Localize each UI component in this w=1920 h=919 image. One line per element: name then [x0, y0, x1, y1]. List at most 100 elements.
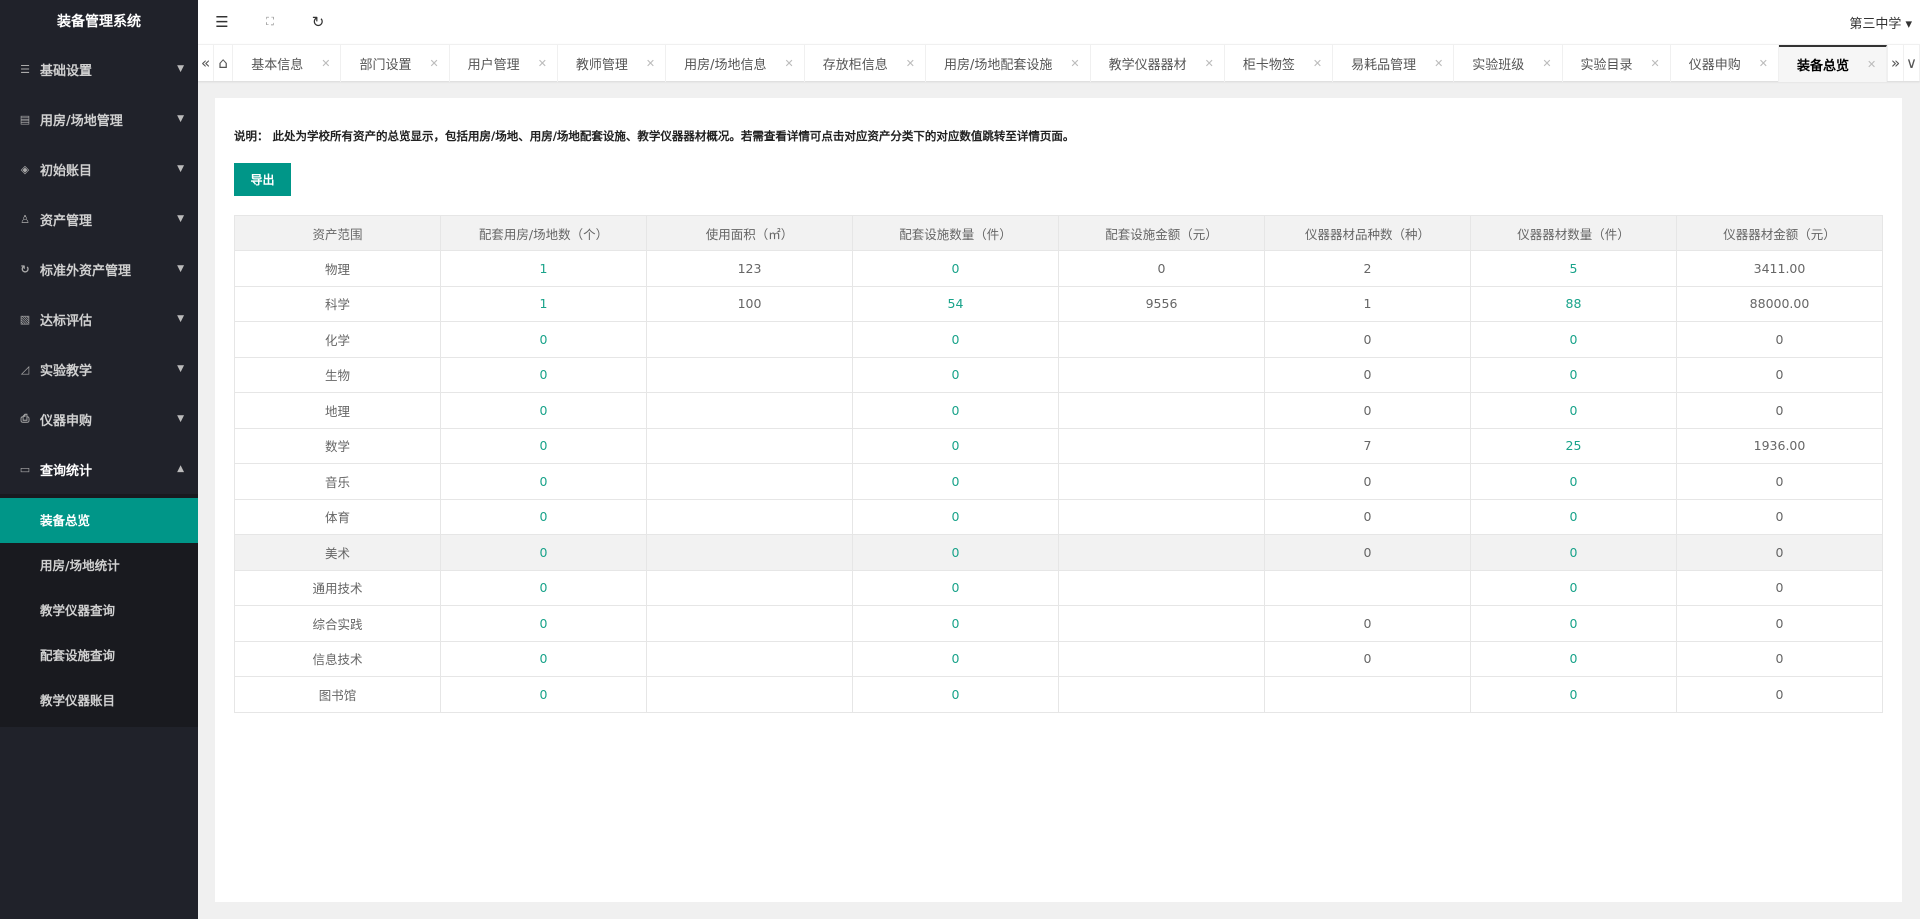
value-link[interactable]: 0: [951, 402, 960, 418]
value-link[interactable]: 0: [539, 509, 548, 525]
value-link[interactable]: 0: [951, 438, 960, 454]
sidebar-item[interactable]: ▭ 查询统计 ▲: [0, 444, 198, 494]
value-link[interactable]: 0: [1569, 615, 1578, 631]
close-icon[interactable]: ✕: [1070, 57, 1080, 70]
tab-menu-chevron-down-icon[interactable]: ∨: [1904, 45, 1920, 81]
value-link[interactable]: 0: [951, 686, 960, 702]
value-link[interactable]: 0: [951, 260, 960, 276]
value-link[interactable]: 0: [539, 331, 548, 347]
value-link[interactable]: 0: [539, 438, 548, 454]
tab[interactable]: 教学仪器器材 ✕: [1091, 45, 1225, 82]
value-link[interactable]: 0: [1569, 367, 1578, 383]
submenu-item[interactable]: 装备总览: [0, 498, 198, 543]
value-link[interactable]: 0: [951, 544, 960, 560]
value-link[interactable]: 0: [1569, 651, 1578, 667]
value-link[interactable]: 0: [1569, 473, 1578, 489]
close-icon[interactable]: ✕: [537, 57, 547, 70]
tab[interactable]: 易耗品管理 ✕: [1333, 45, 1455, 82]
value-link[interactable]: 0: [539, 615, 548, 631]
tab[interactable]: 装备总览 ✕: [1779, 45, 1888, 82]
value-link[interactable]: 0: [951, 367, 960, 383]
tab[interactable]: 部门设置 ✕: [341, 45, 450, 82]
value-link[interactable]: 0: [1569, 509, 1578, 525]
sidebar-item[interactable]: ▤ 用房/场地管理 ▼: [0, 94, 198, 144]
tab[interactable]: 用户管理 ✕: [450, 45, 558, 82]
close-icon[interactable]: ✕: [429, 57, 439, 70]
sidebar-item[interactable]: ↻ 标准外资产管理 ▼: [0, 244, 198, 294]
sidebar-item[interactable]: ⎙ 仪器申购 ▼: [0, 394, 198, 444]
value-link[interactable]: 25: [1565, 438, 1582, 454]
value-link[interactable]: 0: [539, 580, 548, 596]
value-link[interactable]: 0: [951, 651, 960, 667]
close-icon[interactable]: ✕: [784, 57, 794, 70]
value-link[interactable]: 0: [539, 544, 548, 560]
value-link[interactable]: 0: [539, 473, 548, 489]
submenu-item[interactable]: 教学仪器账目: [40, 693, 116, 708]
close-icon[interactable]: ✕: [1758, 57, 1768, 70]
table-row: 物理 1 123 0 0 2 5 3411.00: [234, 250, 1883, 287]
value-link[interactable]: 0: [1569, 544, 1578, 560]
tab[interactable]: 仪器申购 ✕: [1671, 45, 1779, 82]
value-link[interactable]: 0: [539, 402, 548, 418]
sidebar-item[interactable]: ☰ 基础设置 ▼: [0, 44, 198, 94]
tab[interactable]: 实验目录 ✕: [1563, 45, 1671, 82]
collapse-menu-icon[interactable]: ☰: [215, 13, 229, 31]
tab-label: 基本信息: [251, 58, 304, 73]
value-link[interactable]: 1: [539, 296, 548, 312]
table-cell: 化学: [234, 321, 441, 358]
sidebar-item[interactable]: ◈ 初始账目 ▼: [0, 144, 198, 194]
value-link[interactable]: 0: [1569, 331, 1578, 347]
sidebar-item[interactable]: ◿ 实验教学 ▼: [0, 344, 198, 394]
scroll-tabs-right-icon[interactable]: »: [1887, 45, 1904, 81]
value-link[interactable]: 1: [539, 260, 548, 276]
refresh-icon[interactable]: ↻: [311, 13, 325, 31]
value-link[interactable]: 5: [1569, 260, 1578, 276]
tab[interactable]: 教师管理 ✕: [558, 45, 667, 82]
scroll-tabs-left-icon[interactable]: «: [198, 45, 215, 81]
table-cell: [646, 569, 853, 606]
value-link[interactable]: 0: [539, 651, 548, 667]
table-cell: 0: [1264, 392, 1471, 429]
table-cell: 0: [1470, 640, 1677, 677]
value-link[interactable]: 0: [951, 331, 960, 347]
value-link[interactable]: 0: [539, 367, 548, 383]
table-cell: 0: [1676, 356, 1883, 393]
value-link[interactable]: 0: [951, 580, 960, 596]
value-link[interactable]: 0: [539, 686, 548, 702]
tab[interactable]: 基本信息 ✕: [233, 45, 342, 82]
tab[interactable]: 实验班级 ✕: [1454, 45, 1563, 82]
close-icon[interactable]: ✕: [1542, 57, 1552, 70]
submenu-item[interactable]: 配套设施查询: [40, 648, 116, 663]
value-link[interactable]: 0: [951, 615, 960, 631]
close-icon[interactable]: ✕: [1650, 57, 1660, 70]
tab[interactable]: 柜卡物签 ✕: [1225, 45, 1334, 82]
close-icon[interactable]: ✕: [645, 57, 656, 70]
table-cell: 0: [440, 463, 647, 500]
tab[interactable]: 用房/场地信息 ✕: [666, 45, 805, 82]
tab[interactable]: 用房/场地配套设施 ✕: [926, 45, 1091, 82]
submenu-item[interactable]: 用房/场地统计: [40, 558, 120, 573]
home-icon[interactable]: ⌂: [214, 45, 234, 81]
close-icon[interactable]: ✕: [321, 57, 331, 70]
close-icon[interactable]: ✕: [1434, 57, 1444, 70]
value-link[interactable]: 54: [947, 296, 964, 312]
close-icon[interactable]: ✕: [905, 57, 915, 70]
school-selector[interactable]: 第三中学 ▾: [1849, 17, 1912, 32]
submenu-item[interactable]: 教学仪器查询: [40, 603, 116, 618]
close-icon[interactable]: ✕: [1312, 57, 1323, 70]
fullscreen-icon[interactable]: ⛶: [266, 15, 274, 28]
value-link[interactable]: 0: [1569, 580, 1578, 596]
value-link[interactable]: 0: [951, 509, 960, 525]
tab[interactable]: 存放柜信息 ✕: [805, 45, 926, 82]
sidebar-item[interactable]: ▧ 达标评估 ▼: [0, 294, 198, 344]
close-icon[interactable]: ✕: [1867, 58, 1877, 71]
value-link[interactable]: 0: [951, 473, 960, 489]
value-link[interactable]: 88: [1565, 296, 1582, 312]
export-button[interactable]: 导出: [234, 163, 291, 196]
value-link[interactable]: 0: [1569, 402, 1578, 418]
close-icon[interactable]: ✕: [1204, 57, 1214, 70]
table-cell: 0: [440, 534, 647, 571]
sidebar-item[interactable]: ♙ 资产管理 ▼: [0, 194, 198, 244]
table-cell: [646, 356, 853, 393]
value-link[interactable]: 0: [1569, 686, 1578, 702]
